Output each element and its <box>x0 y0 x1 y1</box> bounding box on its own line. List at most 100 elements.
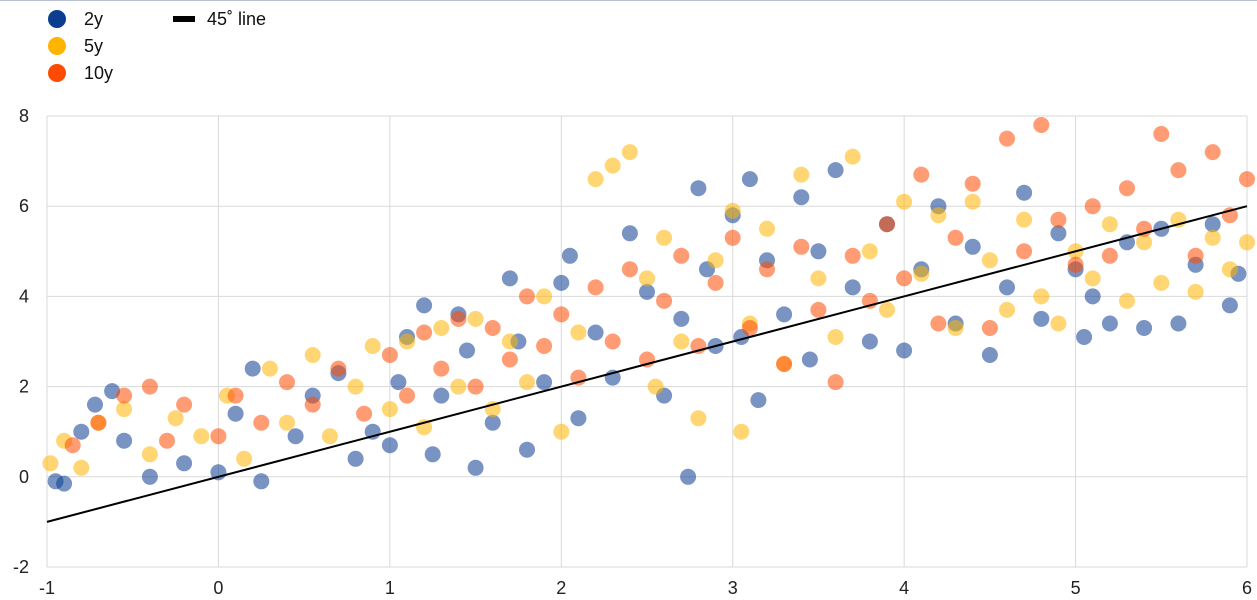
data-point-10y <box>64 437 81 454</box>
data-point-5y <box>999 301 1015 318</box>
legend-label-45-line: 45˚ line <box>207 8 267 29</box>
data-point-10y <box>656 292 673 309</box>
data-point-10y <box>964 175 981 192</box>
data-point-5y <box>647 378 664 395</box>
x-tick-label: 1 <box>385 578 395 598</box>
data-point-5y <box>193 428 210 445</box>
data-point-2y <box>87 396 103 413</box>
data-point-10y <box>356 405 373 422</box>
data-point-2y <box>1076 329 1093 345</box>
data-point-2y <box>810 243 827 260</box>
data-point-10y <box>381 347 398 363</box>
data-point-2y <box>484 414 501 431</box>
data-point-5y <box>1084 270 1101 287</box>
data-point-10y <box>227 387 244 404</box>
data-point-10y <box>1239 171 1255 188</box>
data-point-10y <box>1033 117 1050 133</box>
data-point-10y <box>553 306 570 323</box>
data-point-5y <box>1101 216 1118 233</box>
y-tick-label: -2 <box>13 557 29 577</box>
data-point-10y <box>604 333 621 350</box>
data-point-10y <box>1204 144 1221 161</box>
data-point-5y <box>896 193 913 210</box>
data-point-5y <box>467 310 484 327</box>
legend-item-45-line: 45˚ line <box>173 7 266 31</box>
data-point-5y <box>1221 261 1238 278</box>
data-point-10y <box>416 324 433 341</box>
data-point-2y <box>467 459 484 476</box>
data-point-2y <box>73 423 90 440</box>
x-tick-label: 2 <box>556 578 566 598</box>
x-tick-label: 0 <box>213 578 223 598</box>
data-point-2y <box>390 374 407 391</box>
data-point-2y <box>999 279 1015 296</box>
data-point-5y <box>347 378 364 395</box>
data-point-5y <box>724 202 741 219</box>
data-point-2y <box>459 342 475 359</box>
data-point-2y <box>424 446 441 463</box>
data-point-2y <box>287 428 304 445</box>
data-point-10y <box>879 216 895 233</box>
legend-label-10y: 10y <box>84 62 114 83</box>
data-point-2y <box>587 324 604 341</box>
data-point-5y <box>673 333 690 350</box>
data-point-10y <box>810 301 827 318</box>
data-point-5y <box>364 338 381 354</box>
data-point-5y <box>793 166 810 183</box>
data-point-10y <box>159 432 175 449</box>
data-point-5y <box>913 265 930 282</box>
data-point-2y <box>1084 288 1101 305</box>
data-point-10y <box>141 378 158 395</box>
data-point-2y <box>1101 315 1118 332</box>
data-point-5y <box>947 320 964 336</box>
data-point-5y <box>690 410 707 427</box>
data-point-2y <box>1204 216 1221 233</box>
y-tick-label: 8 <box>19 106 29 126</box>
data-point-2y <box>741 171 758 188</box>
data-point-5y <box>553 423 570 440</box>
data-point-10y <box>844 247 861 264</box>
legend-item-2y: 2y <box>48 7 103 31</box>
reference-line-layer <box>46 205 1248 523</box>
data-point-2y <box>227 405 244 422</box>
data-point-2y <box>964 238 981 255</box>
data-point-2y <box>553 274 570 291</box>
data-point-10y <box>947 229 964 246</box>
data-point-10y <box>519 288 535 305</box>
y-tick-label: 0 <box>19 467 29 487</box>
data-point-5y <box>519 374 535 391</box>
data-point-2y <box>381 437 398 454</box>
data-point-2y <box>690 180 707 197</box>
data-point-10y <box>399 387 415 404</box>
data-point-2y <box>680 468 697 485</box>
reference-line-45-degree <box>46 205 1248 523</box>
data-point-2y <box>501 270 518 287</box>
data-point-10y <box>724 229 741 246</box>
data-point-2y <box>1136 320 1153 336</box>
data-point-10y <box>279 374 295 391</box>
data-point-5y <box>844 148 861 165</box>
data-point-10y <box>501 351 518 368</box>
data-point-2y <box>621 225 638 242</box>
data-point-5y <box>656 229 673 246</box>
data-point-5y <box>810 270 827 287</box>
data-point-5y <box>879 301 895 318</box>
data-point-5y <box>759 220 775 237</box>
data-point-5y <box>321 428 338 445</box>
data-point-10y <box>759 261 775 278</box>
data-point-10y <box>450 310 467 327</box>
grid-lines <box>46 115 1248 568</box>
data-point-2y <box>750 392 767 409</box>
data-point-2y <box>1016 184 1033 201</box>
data-point-5y <box>930 207 947 224</box>
data-point-5y <box>236 450 253 467</box>
x-tick-label: 3 <box>728 578 738 598</box>
data-point-2y <box>253 473 270 490</box>
data-point-2y <box>639 283 655 300</box>
data-point-5y <box>1153 274 1170 291</box>
data-point-2y <box>347 450 364 467</box>
data-point-5y <box>621 144 638 161</box>
data-point-10y <box>673 247 690 264</box>
data-point-2y <box>673 310 690 327</box>
